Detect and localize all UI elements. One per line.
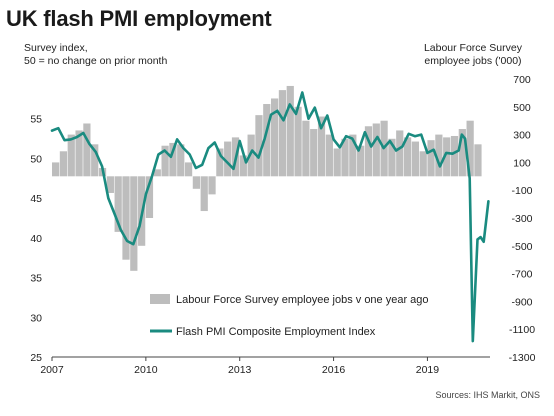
lfs-bar <box>200 176 208 212</box>
legend: Labour Force Survey employee jobs v one … <box>150 294 429 338</box>
left-tick-label: 50 <box>30 153 42 165</box>
lfs-bar <box>411 141 420 177</box>
lfs-bar <box>278 90 287 177</box>
right-tick-label: -100 <box>511 185 532 197</box>
lfs-bar <box>67 134 75 177</box>
lfs-bar <box>263 104 271 177</box>
right-tick-label: -300 <box>511 213 532 225</box>
lfs-bar <box>333 148 341 177</box>
x-tick-label: 2010 <box>134 364 158 376</box>
lfs-bar <box>388 138 396 177</box>
x-tick-label: 2013 <box>228 364 252 376</box>
lfs-bar <box>255 115 263 177</box>
lfs-bar <box>216 148 224 177</box>
left-tick-label: 45 <box>30 193 42 205</box>
lfs-bar <box>106 176 114 193</box>
lfs-bar <box>396 130 404 177</box>
lfs-bar <box>177 144 185 177</box>
lfs-bar <box>325 134 333 177</box>
right-tick-label: 300 <box>513 130 531 142</box>
left-tick-label: 35 <box>30 273 42 285</box>
lfs-bar <box>130 176 138 271</box>
lfs-bar <box>224 141 232 177</box>
lfs-bar <box>364 126 373 177</box>
lfs-bar <box>75 130 83 177</box>
lfs-bar <box>310 129 318 177</box>
x-tick-label: 2016 <box>322 364 346 376</box>
lfs-bar <box>443 137 451 177</box>
lfs-bar <box>52 162 60 177</box>
right-axis-title-line1: Labour Force Survey <box>423 42 522 54</box>
lfs-bar <box>208 176 216 195</box>
lfs-bar <box>153 169 161 177</box>
lfs-bar <box>294 106 302 177</box>
left-tick-label: 25 <box>30 352 42 364</box>
lfs-bar <box>341 138 349 177</box>
right-tick-label: -900 <box>511 296 532 308</box>
pmi-series-line <box>50 91 490 343</box>
lfs-bar <box>145 176 154 218</box>
lfs-bar <box>419 151 427 177</box>
axes-layer: 2007 2010 2013 2016 2019 25 30 35 40 45 50 55 700 500… <box>30 74 535 376</box>
right-tick-label: -500 <box>511 241 532 253</box>
lfs-bar <box>239 155 247 177</box>
left-tick-label: 40 <box>30 233 42 245</box>
chart-title: UK flash PMI employment <box>6 6 272 31</box>
lfs-bar <box>192 176 201 189</box>
right-tick-label: -1100 <box>509 324 535 336</box>
lfs-bar <box>83 123 91 177</box>
right-tick-label: 700 <box>513 74 531 86</box>
lfs-bar <box>184 162 193 177</box>
lfs-bar <box>372 123 380 177</box>
lfs-bar <box>466 120 474 177</box>
x-tick-label: 2007 <box>40 364 64 376</box>
right-axis-title: Labour Force Survey employee jobs ('000) <box>424 42 522 68</box>
right-axis-title-line2: employee jobs ('000) <box>424 55 522 67</box>
lfs-bar <box>403 137 412 177</box>
line-layer <box>50 91 490 343</box>
lfs-bar <box>458 129 466 177</box>
lfs-bar <box>357 145 365 177</box>
lfs-bar <box>59 151 68 177</box>
right-tick-label: -700 <box>511 269 532 281</box>
right-tick-label: 100 <box>513 157 531 169</box>
source-note: Sources: IHS Markit, ONS <box>435 390 540 400</box>
lfs-bar <box>302 120 310 177</box>
left-axis-title-line1: Survey index, <box>24 42 88 54</box>
lfs-bar <box>435 134 443 177</box>
lfs-bar <box>286 85 294 177</box>
lfs-bar <box>161 145 169 177</box>
left-axis-title-line2: 50 = no change on prior month <box>24 55 168 67</box>
legend-bar-label: Labour Force Survey employee jobs v one … <box>176 294 429 306</box>
lfs-bar <box>169 142 177 177</box>
x-tick-label: 2019 <box>416 364 440 376</box>
lfs-bar <box>427 140 435 177</box>
left-axis-title: Survey index, 50 = no change on prior mo… <box>24 42 167 68</box>
lfs-bar <box>450 135 459 177</box>
lfs-bar <box>247 134 255 177</box>
legend-bar-swatch <box>150 294 170 304</box>
left-tick-label: 30 <box>30 312 42 324</box>
right-tick-label: -1300 <box>509 352 536 364</box>
lfs-bar <box>271 98 279 177</box>
right-tick-label: 500 <box>513 102 531 114</box>
bars-layer <box>52 85 482 271</box>
lfs-bar <box>114 176 122 232</box>
lfs-bar <box>122 176 130 260</box>
lfs-bar <box>349 134 357 177</box>
lfs-bar <box>91 144 99 177</box>
left-tick-label: 55 <box>30 114 42 126</box>
lfs-bar <box>317 116 326 177</box>
lfs-bar <box>474 144 482 177</box>
legend-line-label: Flash PMI Composite Employment Index <box>176 326 376 338</box>
